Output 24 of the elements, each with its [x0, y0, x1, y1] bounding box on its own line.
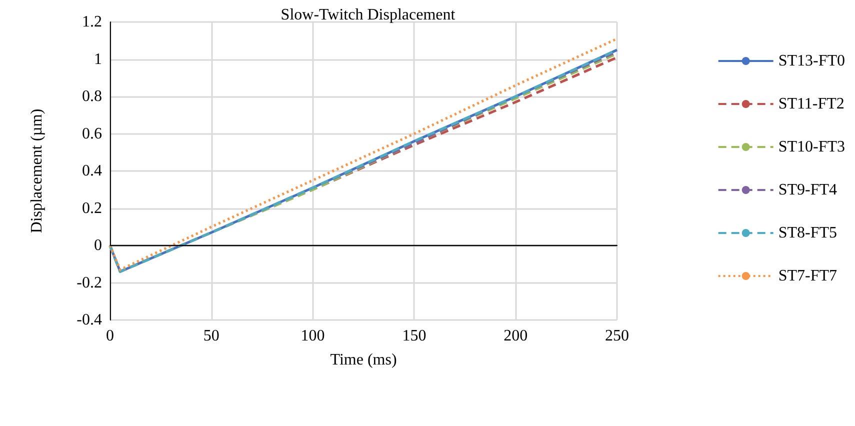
- x-tick-label: 250: [605, 328, 629, 344]
- x-axis-title: Time (ms): [330, 352, 397, 368]
- y-tick-label: -0.2: [76, 274, 102, 292]
- x-tick-label: 200: [504, 328, 528, 344]
- legend-label: ST10-FT3: [778, 138, 845, 156]
- legend-label: ST13-FT0: [778, 52, 845, 70]
- y-tick-label: 1: [94, 50, 102, 68]
- legend-label: ST11-FT2: [778, 96, 844, 112]
- x-tick-label: 150: [402, 328, 426, 344]
- x-tick-label: 100: [300, 328, 325, 344]
- legend-label: ST9-FT4: [778, 182, 837, 198]
- legend-label: ST7-FT7: [778, 268, 837, 284]
- y-tick-label: 1.2: [82, 14, 102, 30]
- x-tick-label: 50: [203, 328, 220, 344]
- y-tick-label: 0: [94, 237, 102, 254]
- y-tick-label: 0.8: [82, 88, 102, 105]
- y-tick-label: 0.2: [82, 200, 102, 217]
- legend-label: ST8-FT5: [778, 224, 837, 242]
- y-tick-label: 0.4: [82, 162, 102, 180]
- x-tick-label: 0: [106, 328, 114, 344]
- y-tick-label: -0.4: [76, 312, 102, 328]
- y-tick-label: 0.6: [82, 125, 102, 142]
- y-axis-title: Displacement (µm): [28, 108, 46, 234]
- chart-title: Slow-Twitch Displacement: [280, 6, 456, 24]
